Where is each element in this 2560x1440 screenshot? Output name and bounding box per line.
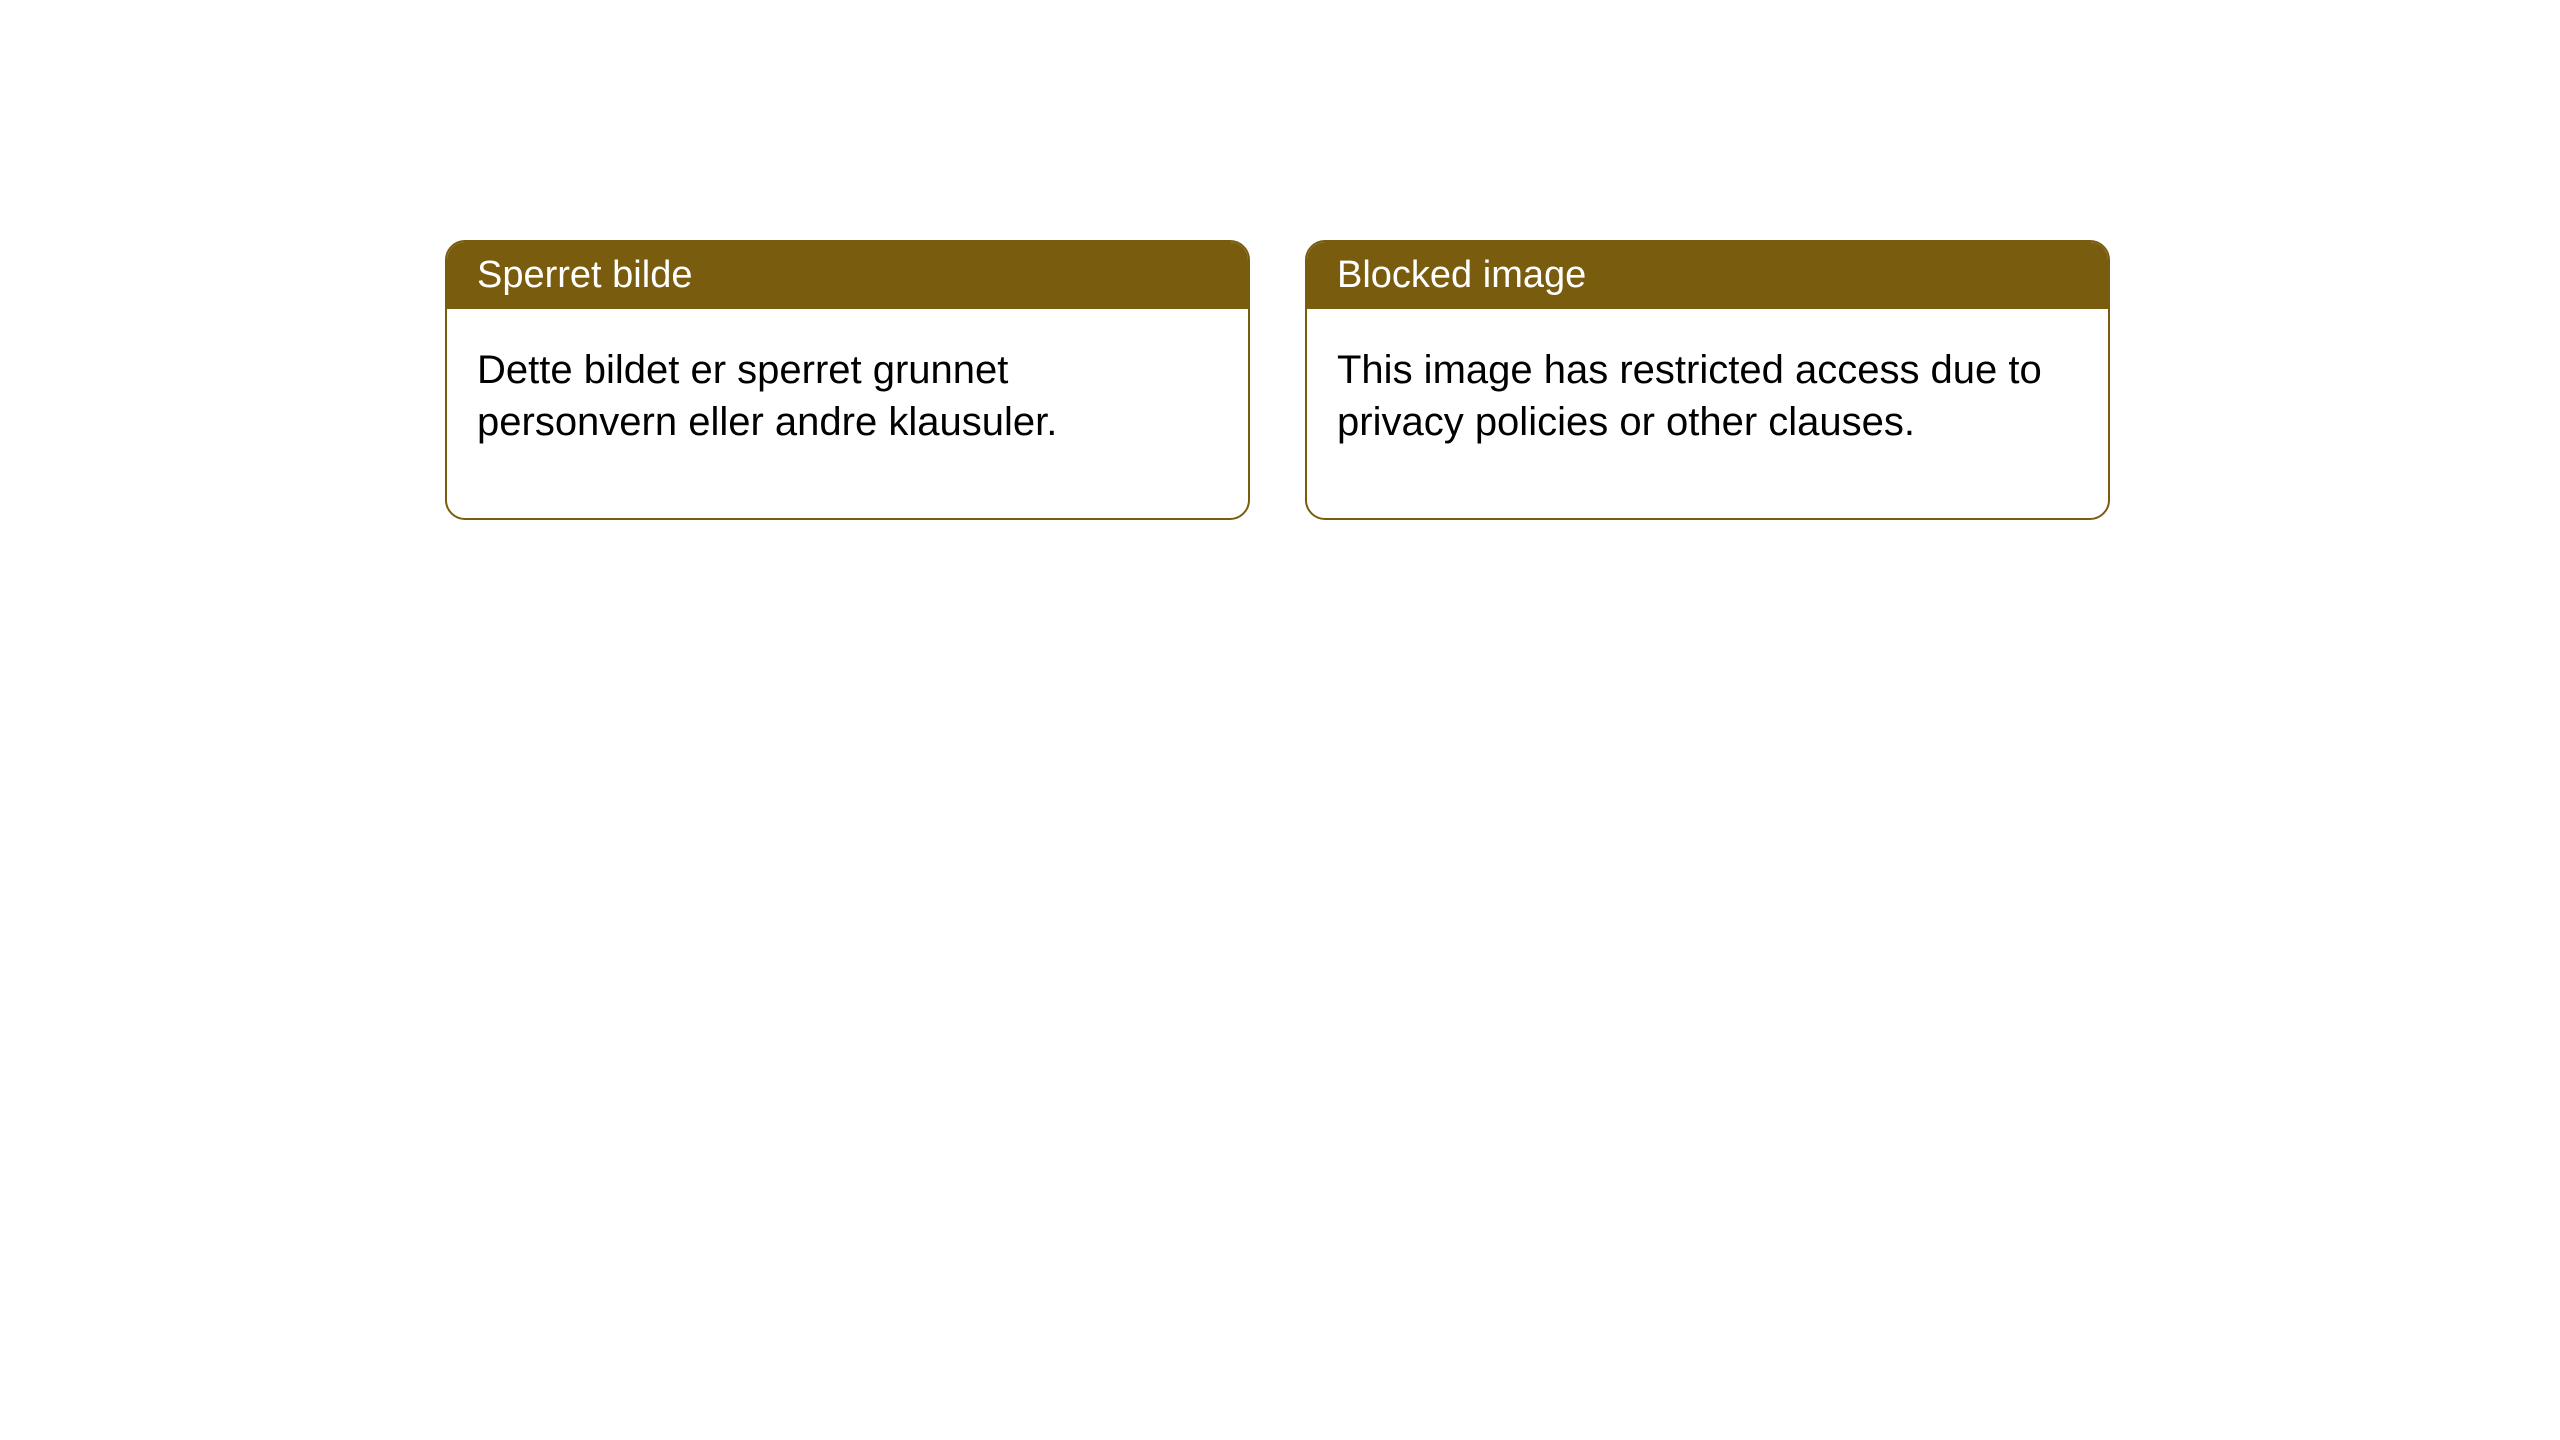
card-message: This image has restricted access due to … bbox=[1337, 348, 2042, 444]
card-title: Sperret bilde bbox=[477, 254, 692, 296]
card-header: Sperret bilde bbox=[447, 242, 1248, 309]
card-title: Blocked image bbox=[1337, 254, 1586, 296]
card-header: Blocked image bbox=[1307, 242, 2108, 309]
card-message: Dette bildet er sperret grunnet personve… bbox=[477, 348, 1057, 444]
card-body: Dette bildet er sperret grunnet personve… bbox=[447, 309, 1248, 518]
notice-cards-container: Sperret bilde Dette bildet er sperret gr… bbox=[0, 0, 2560, 520]
notice-card-norwegian: Sperret bilde Dette bildet er sperret gr… bbox=[445, 240, 1250, 520]
card-body: This image has restricted access due to … bbox=[1307, 309, 2108, 518]
notice-card-english: Blocked image This image has restricted … bbox=[1305, 240, 2110, 520]
